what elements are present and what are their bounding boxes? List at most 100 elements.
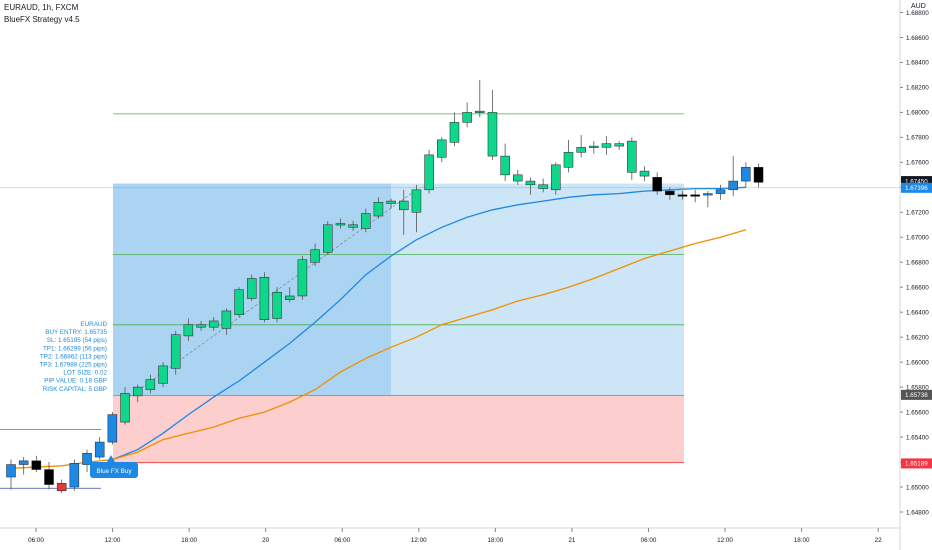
info-line: TP2: 1.66862 (113 pips): [40, 353, 107, 360]
candle-body: [132, 386, 143, 397]
candle: [690, 189, 700, 203]
candle: [639, 166, 650, 182]
candle-body: [208, 320, 219, 328]
y-tick-label: 1.67200: [906, 210, 929, 217]
y-tick-label: 1.67800: [906, 135, 929, 142]
price-tag-label: 1.67396: [905, 185, 928, 192]
candle-body: [475, 110, 485, 113]
candle-body: [94, 441, 105, 458]
y-tick-label: 1.66200: [906, 334, 929, 341]
candle-body: [487, 112, 498, 157]
candle-body: [665, 190, 675, 196]
candle-body: [639, 170, 650, 177]
y-tick-label: 1.64800: [906, 509, 929, 516]
x-tick-label: 20: [262, 537, 270, 544]
candle: [487, 89, 498, 160]
price-tag-label: 1.65189: [905, 461, 928, 468]
candle-body: [107, 414, 118, 443]
candle: [56, 479, 67, 494]
candle: [272, 287, 282, 323]
candle: [94, 437, 105, 460]
candle-body: [246, 278, 257, 299]
y-tick-label: 1.67000: [906, 235, 929, 242]
y-tick-label: 1.66400: [906, 310, 929, 317]
candle-body: [589, 145, 599, 148]
candle-body: [551, 164, 561, 191]
candle-body: [56, 483, 67, 492]
candle-body: [690, 194, 700, 197]
candle-body: [373, 202, 384, 217]
candle: [221, 308, 232, 335]
candle-body: [411, 189, 422, 213]
candle-body: [348, 224, 358, 228]
candle: [449, 112, 460, 147]
candle: [411, 184, 422, 233]
moving-averages: [10, 186, 747, 469]
y-tick-label: 1.68400: [906, 60, 929, 67]
candle: [183, 318, 194, 341]
candle: [652, 172, 662, 195]
buy-signal-arrow-icon: [107, 455, 115, 462]
candle: [170, 330, 181, 375]
info-line: EURAUD: [80, 321, 107, 328]
candle: [310, 243, 320, 266]
info-line: PIP VALUE: 0.18 GBP: [44, 378, 107, 385]
candle-body: [703, 193, 713, 196]
candle: [728, 156, 738, 197]
candle: [551, 162, 561, 195]
candle: [361, 208, 371, 233]
candle: [715, 184, 726, 200]
candle: [196, 320, 206, 331]
candle-body: [44, 469, 54, 485]
candle-body: [234, 289, 244, 315]
candle-body: [741, 167, 751, 182]
candle-body: [18, 460, 29, 465]
candle-body: [563, 152, 574, 168]
candle: [107, 412, 118, 445]
y-tick-label: 1.65400: [906, 434, 929, 441]
x-tick-label: 12:00: [411, 537, 427, 544]
candle: [44, 462, 54, 490]
candle-body: [310, 249, 320, 263]
candle: [399, 189, 409, 235]
candle-body: [576, 147, 586, 153]
fast-ma-line: [112, 186, 746, 461]
candle: [525, 177, 536, 195]
profit-zone-pending: [391, 183, 684, 396]
info-line: LOT SIZE: 0.02: [63, 370, 107, 377]
x-tick-label: 06:00: [641, 537, 657, 544]
candle-body: [158, 365, 168, 384]
candle: [145, 374, 156, 394]
candle: [120, 387, 130, 425]
candle-body: [272, 291, 282, 319]
y-tick-label: 1.65000: [906, 484, 929, 491]
info-line: SL: 1.65195 (54 pips): [47, 337, 107, 344]
candle-body: [221, 310, 232, 329]
x-tick-label: 18:00: [794, 537, 810, 544]
price-tag: [901, 182, 932, 193]
candle: [601, 136, 612, 155]
candle-body: [69, 463, 80, 488]
candle-body: [500, 155, 510, 176]
price-tag: [901, 458, 932, 469]
candle: [323, 221, 333, 255]
candle-body: [335, 223, 346, 226]
price-tag: [901, 176, 932, 187]
candle: [475, 79, 485, 118]
candle: [259, 272, 270, 323]
slow-ma-line: [10, 229, 747, 469]
candle-body: [82, 453, 92, 465]
candle: [208, 317, 219, 331]
candle-body: [31, 460, 42, 470]
candle: [18, 457, 29, 475]
candle-body: [323, 224, 333, 253]
x-tick-label: 18:00: [487, 537, 503, 544]
candle: [703, 191, 713, 208]
candle: [563, 139, 574, 173]
candle: [513, 169, 523, 185]
candle: [348, 221, 358, 232]
candle: [246, 274, 257, 301]
candle: [297, 256, 308, 300]
candle: [234, 287, 244, 318]
